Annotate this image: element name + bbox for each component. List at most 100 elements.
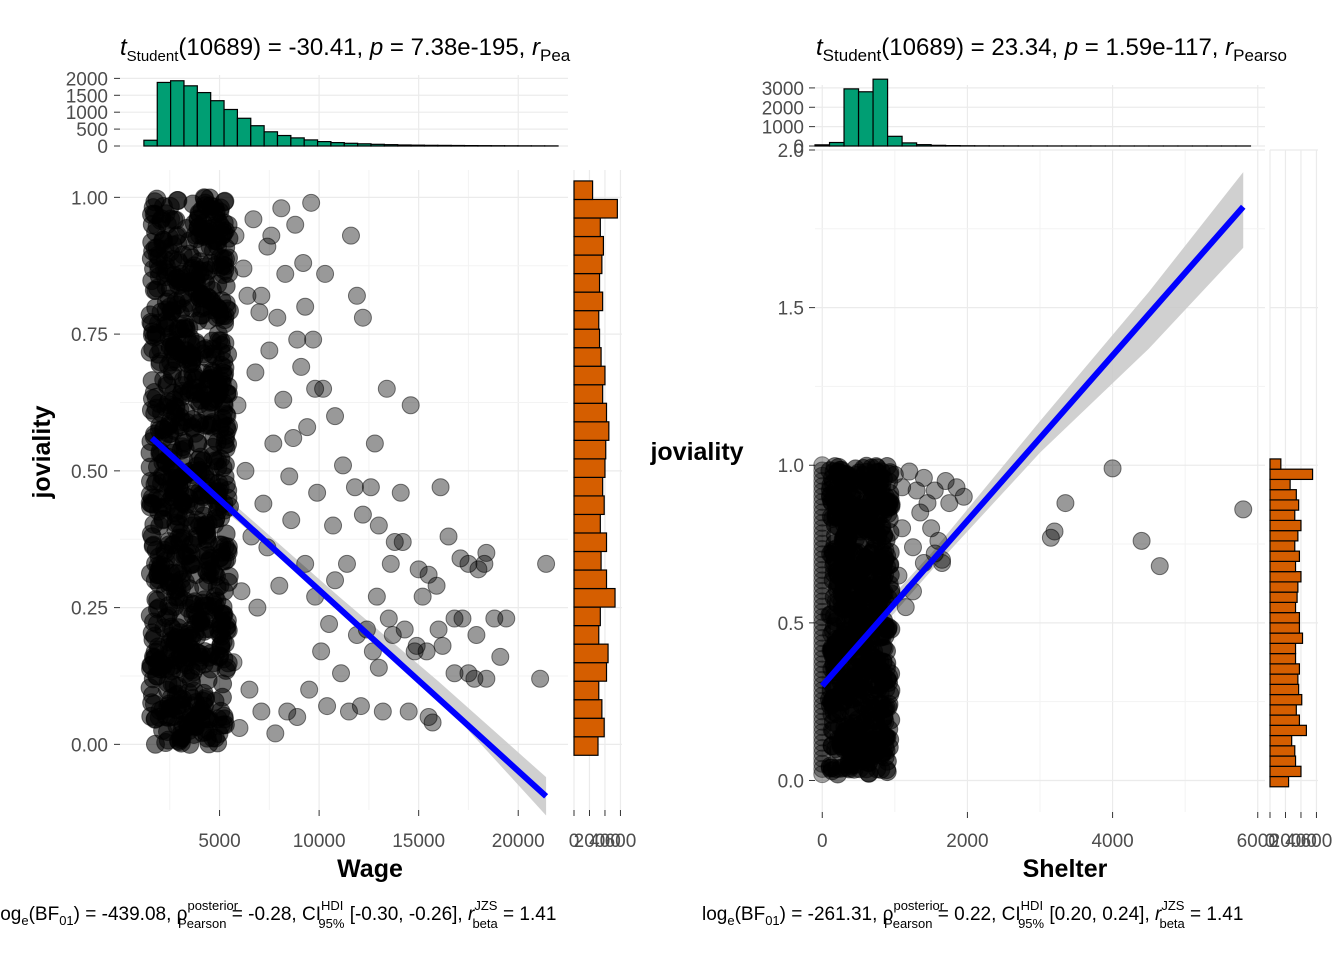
y-tick-label: 1.00: [71, 188, 108, 209]
scatter-point: [163, 361, 183, 381]
scatter-point: [171, 609, 191, 629]
y-hist-bar: [1269, 622, 1301, 634]
scatter-point: [445, 609, 464, 628]
scatter-point: [367, 587, 386, 606]
x-hist-bar: [156, 81, 172, 147]
scatter-point: [260, 341, 279, 360]
scatter-point: [292, 357, 311, 376]
x-hist-bar: [383, 144, 399, 147]
scatter-point: [149, 574, 169, 594]
left-regression-line: [149, 435, 549, 799]
scatter-point: [314, 379, 333, 398]
x-hist-bar: [397, 144, 412, 147]
scatter-point: [180, 553, 200, 573]
x-hist-tick-label: 3000: [762, 79, 804, 100]
right-joviality-histogram: [1269, 149, 1318, 818]
scatter-point: [840, 514, 860, 534]
right-tick-labels: 0 2000 4000 60000.00.51.01.52.0010002000300…: [762, 79, 1333, 852]
y-hist-bar: [573, 254, 603, 275]
scatter-point: [813, 749, 832, 768]
y-hist-bar: [1269, 571, 1302, 583]
scatter-point: [369, 658, 388, 677]
scatter-point: [491, 647, 510, 666]
y-hist-bar: [1269, 775, 1290, 788]
y-tick-label: 0.0: [778, 771, 804, 792]
x-hist-bar: [423, 144, 439, 147]
y-hist-bar: [1269, 489, 1297, 501]
scatter-point: [832, 494, 852, 514]
y-hist-bar: [1269, 714, 1301, 726]
y-hist-bar: [573, 291, 604, 312]
scatter-point: [353, 308, 372, 327]
scatter-point: [157, 263, 177, 283]
x-hist-bar: [330, 142, 345, 147]
scatter-point: [813, 723, 832, 742]
y-hist-bar: [573, 550, 602, 571]
scatter-point: [813, 581, 832, 600]
scatter-point: [142, 685, 162, 705]
scatter-point: [145, 734, 165, 754]
scatter-point: [254, 494, 273, 513]
y-hist-bar: [573, 217, 601, 238]
scatter-point: [813, 618, 832, 637]
scatter-point: [439, 527, 458, 546]
scatter-point: [215, 256, 235, 276]
scatter-point: [813, 534, 832, 553]
scatter-point: [1150, 557, 1169, 576]
scatter-point: [813, 566, 832, 585]
scatter-point: [848, 678, 868, 698]
y-hist-tick-label: 400: [1285, 831, 1317, 852]
scatter-point: [889, 566, 908, 585]
scatter-point: [870, 468, 890, 488]
scatter-point: [401, 396, 420, 415]
y-hist-bar: [573, 606, 601, 627]
scatter-point: [845, 542, 865, 562]
scatter-point: [369, 516, 388, 535]
scatter-point: [836, 721, 856, 741]
scatter-point: [813, 639, 832, 658]
y-hist-bar: [1269, 550, 1301, 562]
x-hist-bar: [316, 141, 332, 147]
x-hist-bar: [143, 139, 158, 147]
scatter-point: [813, 487, 832, 506]
scatter-point: [300, 680, 319, 699]
y-hist-bar: [1269, 458, 1282, 470]
scatter-point: [270, 576, 289, 595]
scatter-point: [196, 196, 216, 216]
scatter-point: [813, 513, 832, 532]
scatter-point: [395, 620, 414, 639]
y-hist-bar: [573, 365, 606, 386]
scatter-point: [405, 642, 424, 661]
y-hist-bar: [573, 384, 604, 404]
right-scatter-points: [885, 459, 1253, 617]
scatter-point: [147, 189, 167, 209]
y-hist-bar: [573, 272, 601, 293]
scatter-point: [234, 259, 253, 278]
left-panel: 5000 10000 15000 200000.000.250.500.751.000…: [0, 34, 636, 931]
y-hist-bar: [1269, 632, 1304, 644]
scatter-point: [326, 571, 345, 590]
scatter-point: [178, 624, 198, 644]
scatter-point: [381, 554, 400, 573]
x-hist-tick-label: 0: [793, 137, 804, 158]
y-hist-bar: [1269, 468, 1314, 481]
x-hist-bar: [250, 125, 265, 147]
scatter-point: [813, 718, 832, 737]
scatter-point: [469, 560, 488, 579]
x-hist-bar: [357, 143, 372, 147]
scatter-point: [813, 754, 832, 773]
scatter-point: [217, 610, 237, 630]
scatter-point: [813, 471, 832, 490]
scatter-point: [813, 461, 832, 480]
y-hist-bar: [1269, 755, 1297, 767]
scatter-point: [419, 565, 438, 584]
scatter-point: [391, 483, 410, 502]
y-hist-bar: [1269, 745, 1296, 757]
scatter-point: [813, 623, 832, 642]
scatter-point: [813, 524, 832, 543]
x-hist-bar: [223, 108, 239, 147]
scatter-point: [216, 276, 236, 296]
scatter-point: [813, 503, 832, 522]
scatter-point: [409, 560, 428, 579]
x-tick-label: 5000: [198, 831, 240, 852]
